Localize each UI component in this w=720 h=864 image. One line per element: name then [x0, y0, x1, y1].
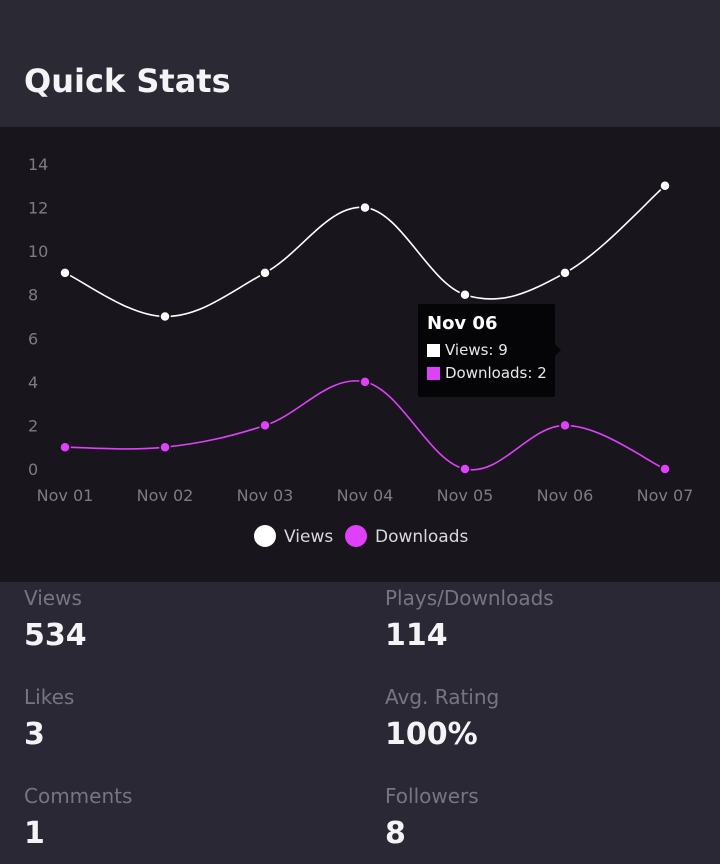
data-point-views[interactable] — [59, 267, 71, 279]
stat-value: 1 — [24, 816, 45, 851]
data-point-views[interactable] — [459, 288, 471, 301]
stat-label: Likes — [24, 685, 75, 709]
data-point-downloads[interactable] — [659, 463, 671, 475]
header: Quick Stats — [0, 0, 720, 127]
legend-label[interactable]: Downloads — [375, 527, 469, 547]
data-point-downloads[interactable] — [259, 419, 271, 432]
stat-label: Views — [24, 586, 82, 610]
tooltip-line: Views: 9 — [445, 341, 508, 359]
x-tick-label: Nov 06 — [537, 486, 594, 505]
tooltip-title: Nov 06 — [427, 313, 497, 334]
legend-swatch-views[interactable] — [254, 525, 276, 547]
data-point-views[interactable] — [359, 201, 371, 214]
series-lines — [64, 185, 666, 471]
x-tick-label: Nov 02 — [137, 486, 194, 505]
legend-label[interactable]: Views — [284, 527, 333, 547]
stat-label: Followers — [385, 784, 479, 808]
stat-plays-downloads: Plays/Downloads 114 — [385, 586, 705, 654]
x-tick-label: Nov 04 — [337, 486, 394, 505]
chart-legend: Views Downloads — [254, 525, 469, 547]
data-point-downloads[interactable] — [59, 441, 71, 453]
stat-value: 100% — [385, 717, 478, 752]
data-point-downloads[interactable] — [559, 419, 571, 432]
stat-avg-rating: Avg. Rating 100% — [385, 685, 705, 753]
stat-label: Avg. Rating — [385, 685, 500, 709]
y-tick-label: 4 — [28, 373, 38, 392]
tooltip-swatch — [427, 367, 440, 380]
x-tick-label: Nov 03 — [237, 486, 294, 505]
tooltip-line: Downloads: 2 — [445, 364, 547, 382]
data-point-views[interactable] — [259, 267, 271, 279]
stat-label: Plays/Downloads — [385, 586, 554, 610]
stat-likes: Likes 3 — [24, 685, 344, 753]
data-point-views[interactable] — [159, 310, 171, 323]
stat-views: Views 534 — [24, 586, 344, 654]
page-title: Quick Stats — [24, 62, 231, 100]
y-tick-label: 2 — [28, 416, 38, 435]
tooltip-caret — [555, 344, 561, 356]
x-tick-label: Nov 01 — [37, 486, 94, 505]
series-line-downloads — [64, 380, 666, 471]
y-axis-ticks: 0 2 4 6 8 10 12 14 — [28, 155, 48, 479]
y-tick-label: 0 — [28, 460, 38, 479]
data-point-views[interactable] — [659, 180, 671, 192]
tooltip-swatch — [427, 344, 440, 357]
data-point-downloads[interactable] — [159, 441, 171, 453]
data-point-downloads[interactable] — [359, 376, 371, 388]
x-axis-ticks: Nov 01 Nov 02 Nov 03 Nov 04 Nov 05 Nov 06 Nov … — [37, 486, 694, 505]
data-point-downloads[interactable] — [459, 463, 471, 475]
x-tick-label: Nov 07 — [637, 486, 694, 505]
stat-comments: Comments 1 — [24, 784, 344, 852]
x-tick-label: Nov 05 — [437, 486, 494, 505]
tooltip-box — [418, 304, 555, 397]
y-tick-label: 12 — [28, 199, 48, 218]
chart-panel: 0 2 4 6 8 10 12 14 Nov 01 Nov 02 Nov 03 Nov 04 Nov … — [0, 127, 720, 582]
series-points — [59, 180, 671, 475]
stats-grid: Views 534 Plays/Downloads 114 Likes 3 Av… — [0, 582, 720, 864]
stat-value: 3 — [24, 717, 45, 752]
legend-swatch-downloads[interactable] — [345, 525, 367, 547]
y-tick-label: 8 — [28, 286, 38, 305]
y-tick-label: 10 — [28, 242, 48, 261]
stat-followers: Followers 8 — [385, 784, 705, 852]
data-point-views[interactable] — [559, 267, 571, 279]
y-tick-label: 6 — [28, 329, 38, 348]
stat-label: Comments — [24, 784, 133, 808]
chart-tooltip: Nov 06 Views: 9 Downloads: 2 — [418, 304, 561, 397]
stat-value: 534 — [24, 618, 87, 653]
y-tick-label: 14 — [28, 155, 48, 174]
stat-value: 114 — [385, 618, 448, 653]
stat-value: 8 — [385, 816, 406, 851]
